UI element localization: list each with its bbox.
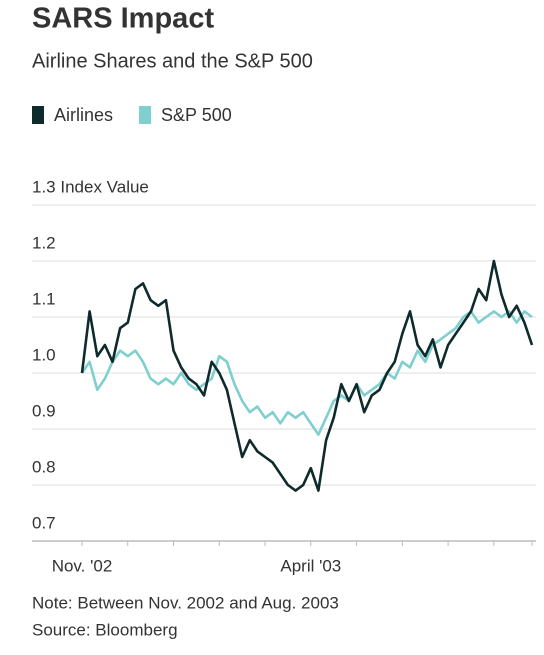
chart-subtitle: Airline Shares and the S&P 500 bbox=[32, 50, 313, 72]
legend-swatch bbox=[139, 106, 152, 124]
legend-label: Airlines bbox=[54, 105, 113, 125]
chart-title: SARS Impact bbox=[32, 3, 214, 35]
y-tick-label: 0.7 bbox=[32, 513, 56, 532]
y-tick-label: 0.8 bbox=[32, 457, 56, 476]
y-tick-label: 1.1 bbox=[32, 289, 56, 308]
series-line bbox=[80, 259, 534, 492]
y-tick-label: 1.2 bbox=[32, 233, 56, 252]
x-tick-label: April '03 bbox=[280, 556, 341, 575]
y-tick-label: 1.3 Index Value bbox=[32, 177, 149, 196]
legend-swatch bbox=[32, 106, 44, 124]
note: Note: Between Nov. 2002 and Aug. 2003 bbox=[32, 593, 339, 612]
source: Source: Bloomberg bbox=[32, 620, 178, 639]
legend-label: S&P 500 bbox=[161, 105, 232, 125]
y-tick-label: 1.0 bbox=[32, 345, 56, 364]
x-tick-label: Nov. '02 bbox=[52, 556, 113, 575]
y-tick-label: 0.9 bbox=[32, 401, 56, 420]
series-line bbox=[80, 310, 533, 436]
